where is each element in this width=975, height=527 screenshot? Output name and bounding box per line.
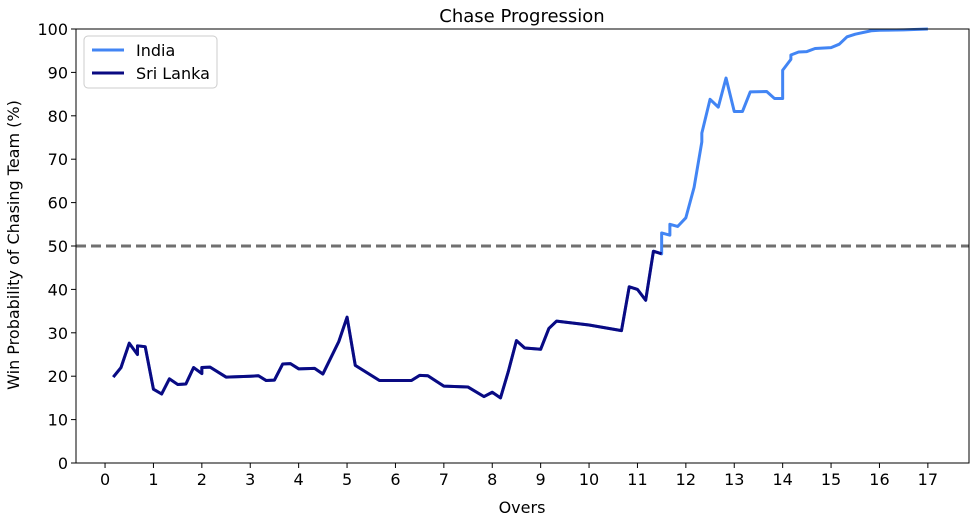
y-tick-label: 20 xyxy=(48,367,68,386)
x-tick-label: 16 xyxy=(869,470,889,489)
plot-area: 0 1 2 3 4 5 6 7 8 9 10 11 12 13 14 15 16 1701020304050607… xyxy=(37,20,970,489)
y-tick-label: 90 xyxy=(48,63,68,82)
y-tick-label: 100 xyxy=(37,20,68,39)
legend: India Sri Lanka xyxy=(83,35,218,89)
chart-title: Chase Progression xyxy=(439,6,604,27)
series-line-sri-lanka xyxy=(112,249,663,400)
legend-label: Sri Lanka xyxy=(136,64,210,83)
x-tick-label: 11 xyxy=(627,470,647,489)
x-tick-label: 0 xyxy=(100,470,110,489)
y-tick-label: 50 xyxy=(48,237,68,256)
legend-label: India xyxy=(136,41,175,60)
x-axis-label: Overs xyxy=(499,498,546,517)
x-tick-label: 7 xyxy=(439,470,449,489)
y-tick-label: 40 xyxy=(48,280,68,299)
x-tick-label: 9 xyxy=(536,470,546,489)
y-tick-label: 80 xyxy=(48,107,68,126)
x-tick-label: 13 xyxy=(724,470,744,489)
x-tick-label: 10 xyxy=(579,470,599,489)
y-tick-label: 30 xyxy=(48,324,68,343)
x-tick-label: 8 xyxy=(487,470,497,489)
y-axis-label: Win Probability of Chasing Team (%) xyxy=(4,100,23,390)
y-tick-label: 60 xyxy=(48,194,68,213)
x-tick-label: 17 xyxy=(918,470,938,489)
x-tick-label: 3 xyxy=(245,470,255,489)
x-tick-label: 4 xyxy=(294,470,304,489)
x-tick-label: 2 xyxy=(197,470,207,489)
x-tick-label: 5 xyxy=(342,470,352,489)
x-tick-label: 14 xyxy=(772,470,792,489)
y-tick-label: 0 xyxy=(58,454,68,473)
y-tick-label: 10 xyxy=(48,411,68,430)
x-tick-label: 15 xyxy=(821,470,841,489)
x-tick-label: 12 xyxy=(676,470,696,489)
x-tick-label: 6 xyxy=(390,470,400,489)
x-tick-label: 1 xyxy=(148,470,158,489)
y-tick-label: 70 xyxy=(48,150,68,169)
